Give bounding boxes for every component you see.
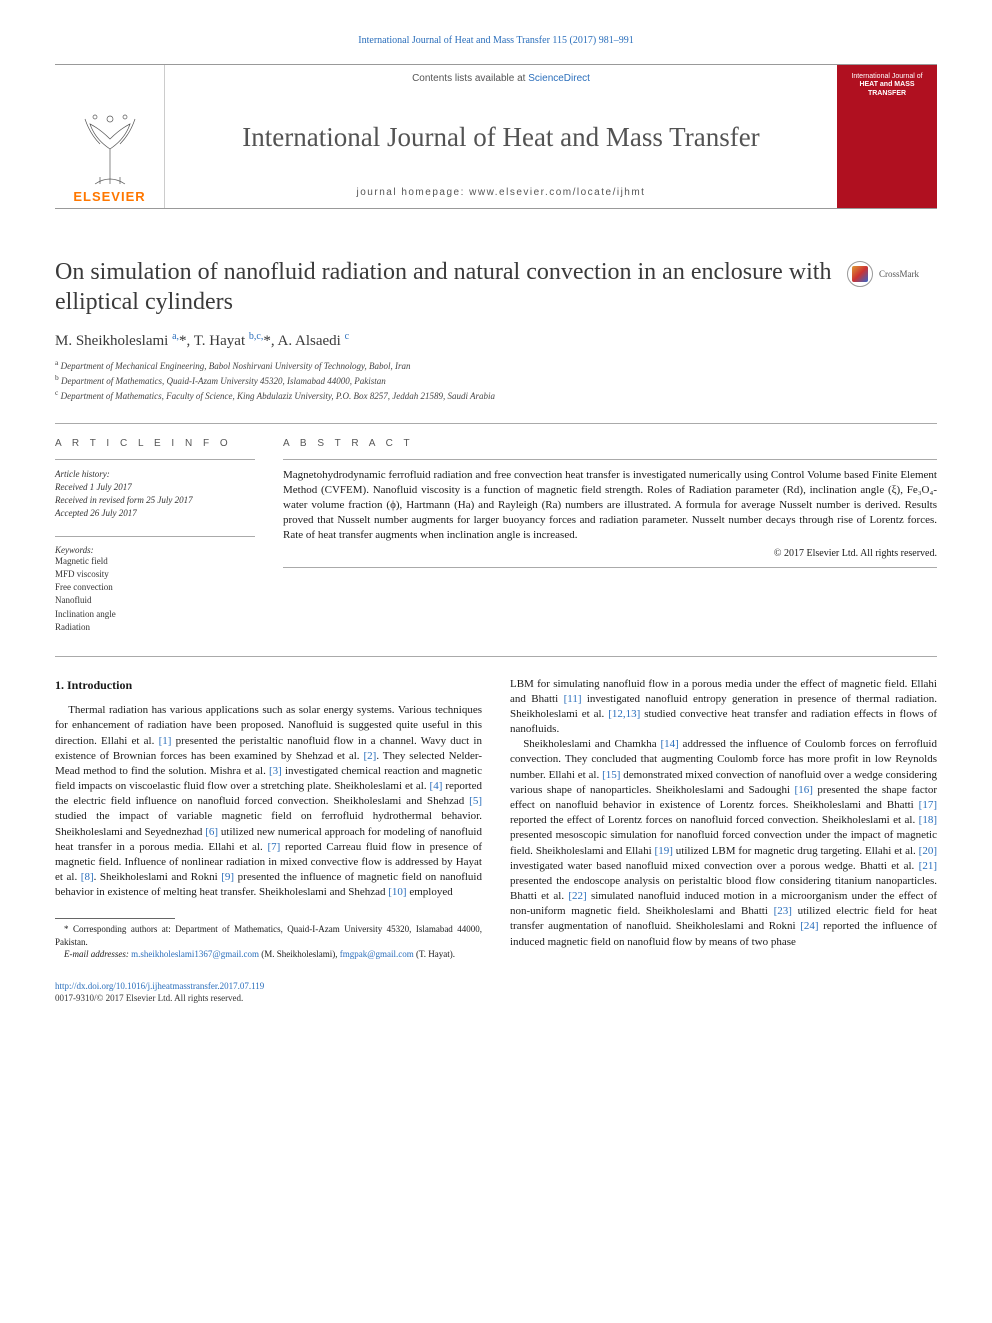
crossmark-icon [847,261,873,287]
keywords-rule [55,536,255,537]
cover-line2: HEAT and MASS [859,81,914,89]
contents-lists-line: Contents lists available at ScienceDirec… [412,73,590,84]
doi-link[interactable]: http://dx.doi.org/10.1016/j.ijheatmasstr… [55,980,482,992]
elsevier-tree-icon [70,99,150,189]
publisher-logo-block: ELSEVIER [55,65,165,208]
abstract-column: A B S T R A C T Magnetohydrodynamic ferr… [283,438,937,633]
intro-paragraph-1: Thermal radiation has various applicatio… [55,703,482,900]
keywords-list: Magnetic fieldMFD viscosityFree convecti… [55,555,255,633]
corresponding-text: * Corresponding authors at: Department o… [55,923,482,947]
elsevier-wordmark: ELSEVIER [73,189,145,204]
intro-heading: 1. Introduction [55,677,482,694]
history-revised: Received in revised form 25 July 2017 [55,494,255,507]
body-divider [55,656,937,657]
intro-paragraph-cont-2: Sheikholeslami and Chamkha [14] addresse… [510,737,937,949]
article-info-label: A R T I C L E I N F O [55,438,255,449]
history-received: Received 1 July 2017 [55,481,255,494]
journal-cover-thumb: International Journal of HEAT and MASS T… [837,65,937,208]
crossmark-label: CrossMark [879,269,919,279]
history-accepted: Accepted 26 July 2017 [55,507,255,520]
affiliations: a Department of Mechanical Engineering, … [55,358,937,403]
body-two-columns: 1. Introduction Thermal radiation has va… [55,677,937,1005]
header-center: Contents lists available at ScienceDirec… [165,65,837,208]
article-title: On simulation of nanofluid radiation and… [55,257,847,317]
contents-prefix: Contents lists available at [412,73,528,84]
journal-name: International Journal of Heat and Mass T… [242,122,759,153]
abstract-label: A B S T R A C T [283,438,937,449]
intro-paragraph-cont-1: LBM for simulating nanofluid flow in a p… [510,677,937,738]
email-2[interactable]: fmgpak@gmail.com [340,949,414,959]
footnote-rule [55,918,175,919]
abstract-bottom-rule [283,567,937,568]
left-column: 1. Introduction Thermal radiation has va… [55,677,482,1005]
journal-homepage-line: journal homepage: www.elsevier.com/locat… [357,187,646,198]
top-citation[interactable]: International Journal of Heat and Mass T… [55,35,937,46]
corresponding-footnote: * Corresponding authors at: Department o… [55,923,482,959]
author-list: M. Sheikholeslami a,*, T. Hayat b,c,*, A… [55,331,937,350]
email-1[interactable]: m.sheikholeslami1367@gmail.com [131,949,259,959]
journal-header: ELSEVIER Contents lists available at Sci… [55,64,937,209]
article-info-column: A R T I C L E I N F O Article history: R… [55,438,255,633]
sciencedirect-link[interactable]: ScienceDirect [528,73,590,84]
abstract-copyright: © 2017 Elsevier Ltd. All rights reserved… [283,548,937,559]
email-label: E-mail addresses: [64,949,131,959]
homepage-url[interactable]: www.elsevier.com/locate/ijhmt [469,187,645,198]
email-1-name: (M. Sheikholeslami), [259,949,340,959]
issn-line: 0017-9310/© 2017 Elsevier Ltd. All right… [55,992,482,1004]
info-rule [55,459,255,460]
abstract-rule [283,459,937,460]
abstract-text: Magnetohydrodynamic ferrofluid radiation… [283,468,937,542]
email-2-name: (T. Hayat). [414,949,455,959]
homepage-prefix: journal homepage: [357,187,470,198]
email-line: E-mail addresses: m.sheikholeslami1367@g… [55,948,482,960]
keywords-header: Keywords: [55,545,255,555]
crossmark-badge[interactable]: CrossMark [847,261,937,287]
history-header: Article history: [55,468,255,481]
cover-line1: International Journal of [851,73,922,81]
cover-line3: TRANSFER [868,90,906,98]
article-history: Article history: Received 1 July 2017 Re… [55,468,255,520]
section-divider [55,423,937,424]
right-column: LBM for simulating nanofluid flow in a p… [510,677,937,1005]
